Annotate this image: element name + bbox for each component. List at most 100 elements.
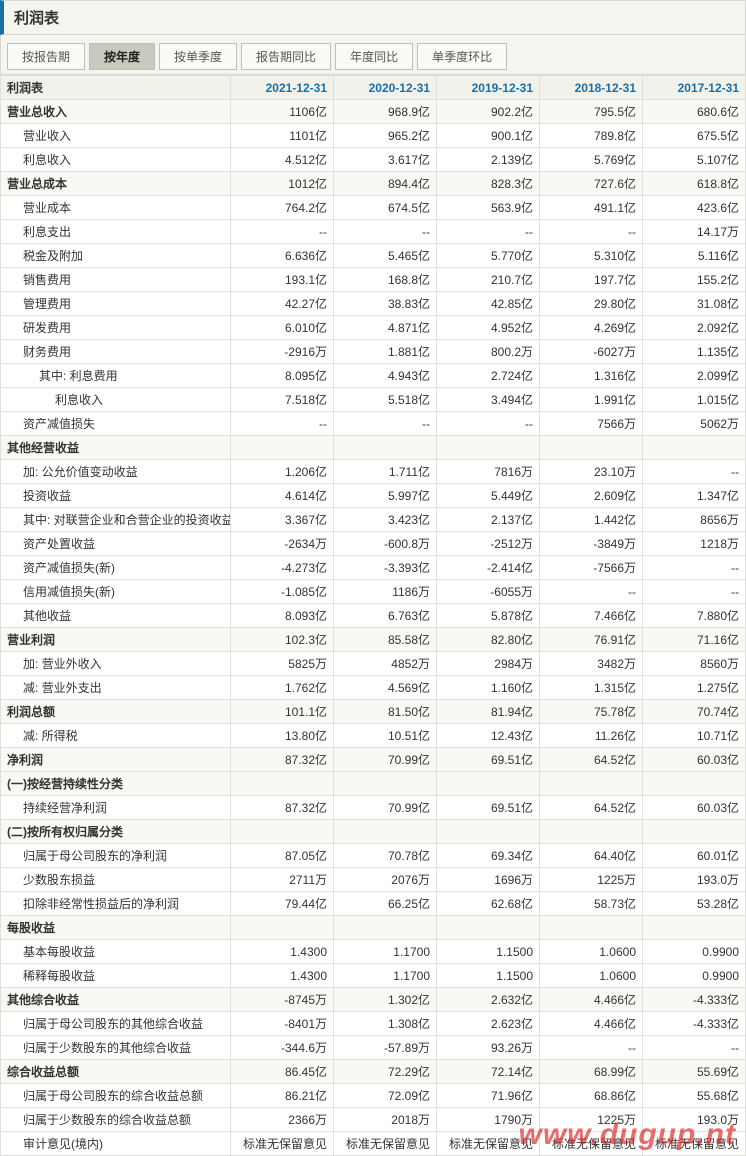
cell-value: --	[334, 220, 437, 244]
cell-value: -2916万	[231, 340, 334, 364]
cell-value	[540, 820, 643, 844]
cell-value: --	[231, 412, 334, 436]
table-row: 营业总收入1106亿968.9亿902.2亿795.5亿680.6亿	[1, 100, 746, 124]
cell-value: -4.333亿	[643, 988, 746, 1012]
row-label: 管理费用	[1, 292, 231, 316]
cell-value: 6.763亿	[334, 604, 437, 628]
cell-value	[334, 820, 437, 844]
cell-value: -8745万	[231, 988, 334, 1012]
table-row: 财务费用-2916万1.881亿800.2万-6027万1.135亿	[1, 340, 746, 364]
tab-0[interactable]: 按报告期	[7, 43, 85, 70]
row-label: 资产减值损失	[1, 412, 231, 436]
cell-value: 72.09亿	[334, 1084, 437, 1108]
cell-value: 55.68亿	[643, 1084, 746, 1108]
cell-value: 87.05亿	[231, 844, 334, 868]
cell-value: 1.762亿	[231, 676, 334, 700]
row-label: 综合收益总额	[1, 1060, 231, 1084]
cell-value: 31.08亿	[643, 292, 746, 316]
table-row: 其他收益8.093亿6.763亿5.878亿7.466亿7.880亿	[1, 604, 746, 628]
cell-value: 8.093亿	[231, 604, 334, 628]
cell-value: 1.0600	[540, 964, 643, 988]
cell-value: 1.160亿	[437, 676, 540, 700]
cell-value: 38.83亿	[334, 292, 437, 316]
cell-value: 64.52亿	[540, 748, 643, 772]
cell-value: 1.315亿	[540, 676, 643, 700]
cell-value: 10.51亿	[334, 724, 437, 748]
table-row: 减: 所得税13.80亿10.51亿12.43亿11.26亿10.71亿	[1, 724, 746, 748]
cell-value: 1.4300	[231, 964, 334, 988]
tab-3[interactable]: 报告期同比	[241, 43, 331, 70]
cell-value: -3849万	[540, 532, 643, 556]
cell-value: -344.6万	[231, 1036, 334, 1060]
cell-value: 2018万	[334, 1108, 437, 1132]
column-header: 2021-12-31	[231, 76, 334, 100]
row-label: 销售费用	[1, 268, 231, 292]
cell-value: -6055万	[437, 580, 540, 604]
row-label: 加: 公允价值变动收益	[1, 460, 231, 484]
row-label: 归属于母公司股东的其他综合收益	[1, 1012, 231, 1036]
cell-value: 8.095亿	[231, 364, 334, 388]
cell-value: 1106亿	[231, 100, 334, 124]
cell-value: --	[643, 1036, 746, 1060]
cell-value: 1.1700	[334, 964, 437, 988]
cell-value	[334, 436, 437, 460]
row-label: (一)按经营持续性分类	[1, 772, 231, 796]
cell-value: 81.94亿	[437, 700, 540, 724]
table-row: 利息收入7.518亿5.518亿3.494亿1.991亿1.015亿	[1, 388, 746, 412]
table-row: 归属于母公司股东的其他综合收益-8401万1.308亿2.623亿4.466亿-…	[1, 1012, 746, 1036]
tab-4[interactable]: 年度同比	[335, 43, 413, 70]
cell-value: 900.1亿	[437, 124, 540, 148]
cell-value: 70.74亿	[643, 700, 746, 724]
cell-value: 42.27亿	[231, 292, 334, 316]
cell-value: 2.099亿	[643, 364, 746, 388]
cell-value: 1.1500	[437, 940, 540, 964]
cell-value: -7566万	[540, 556, 643, 580]
row-label: 审计意见(境内)	[1, 1132, 231, 1156]
cell-value: 58.73亿	[540, 892, 643, 916]
cell-value: 674.5亿	[334, 196, 437, 220]
tab-2[interactable]: 按单季度	[159, 43, 237, 70]
cell-value: 5.116亿	[643, 244, 746, 268]
table-row: 归属于母公司股东的综合收益总额86.21亿72.09亿71.96亿68.86亿5…	[1, 1084, 746, 1108]
cell-value: 1.316亿	[540, 364, 643, 388]
cell-value: 193.1亿	[231, 268, 334, 292]
table-row: 其他经营收益	[1, 436, 746, 460]
cell-value	[231, 436, 334, 460]
table-row: 基本每股收益1.43001.17001.15001.06000.9900	[1, 940, 746, 964]
cell-value: 795.5亿	[540, 100, 643, 124]
cell-value: 72.29亿	[334, 1060, 437, 1084]
cell-value: 11.26亿	[540, 724, 643, 748]
tab-1[interactable]: 按年度	[89, 43, 155, 70]
cell-value: 14.17万	[643, 220, 746, 244]
cell-value: 70.78亿	[334, 844, 437, 868]
cell-value: 66.25亿	[334, 892, 437, 916]
table-row: 扣除非经常性损益后的净利润79.44亿66.25亿62.68亿58.73亿53.…	[1, 892, 746, 916]
row-label: (二)按所有权归属分类	[1, 820, 231, 844]
table-row: 资产减值损失------7566万5062万	[1, 412, 746, 436]
cell-value: 155.2亿	[643, 268, 746, 292]
cell-value: 4852万	[334, 652, 437, 676]
cell-value: 2.724亿	[437, 364, 540, 388]
table-row: 投资收益4.614亿5.997亿5.449亿2.609亿1.347亿	[1, 484, 746, 508]
cell-value: 102.3亿	[231, 628, 334, 652]
row-label: 净利润	[1, 748, 231, 772]
cell-value: 5.878亿	[437, 604, 540, 628]
cell-value: 5825万	[231, 652, 334, 676]
row-label: 资产处置收益	[1, 532, 231, 556]
cell-value: 1.442亿	[540, 508, 643, 532]
tab-5[interactable]: 单季度环比	[417, 43, 507, 70]
cell-value: 64.52亿	[540, 796, 643, 820]
cell-value: 968.9亿	[334, 100, 437, 124]
table-row: 销售费用193.1亿168.8亿210.7亿197.7亿155.2亿	[1, 268, 746, 292]
cell-value: 4.952亿	[437, 316, 540, 340]
row-label: 税金及附加	[1, 244, 231, 268]
cell-value	[437, 772, 540, 796]
cell-value: 60.03亿	[643, 748, 746, 772]
cell-value: 197.7亿	[540, 268, 643, 292]
cell-value	[437, 820, 540, 844]
cell-value: 1.991亿	[540, 388, 643, 412]
cell-value: 618.8亿	[643, 172, 746, 196]
cell-value: 69.34亿	[437, 844, 540, 868]
cell-value	[540, 772, 643, 796]
cell-value: 85.58亿	[334, 628, 437, 652]
